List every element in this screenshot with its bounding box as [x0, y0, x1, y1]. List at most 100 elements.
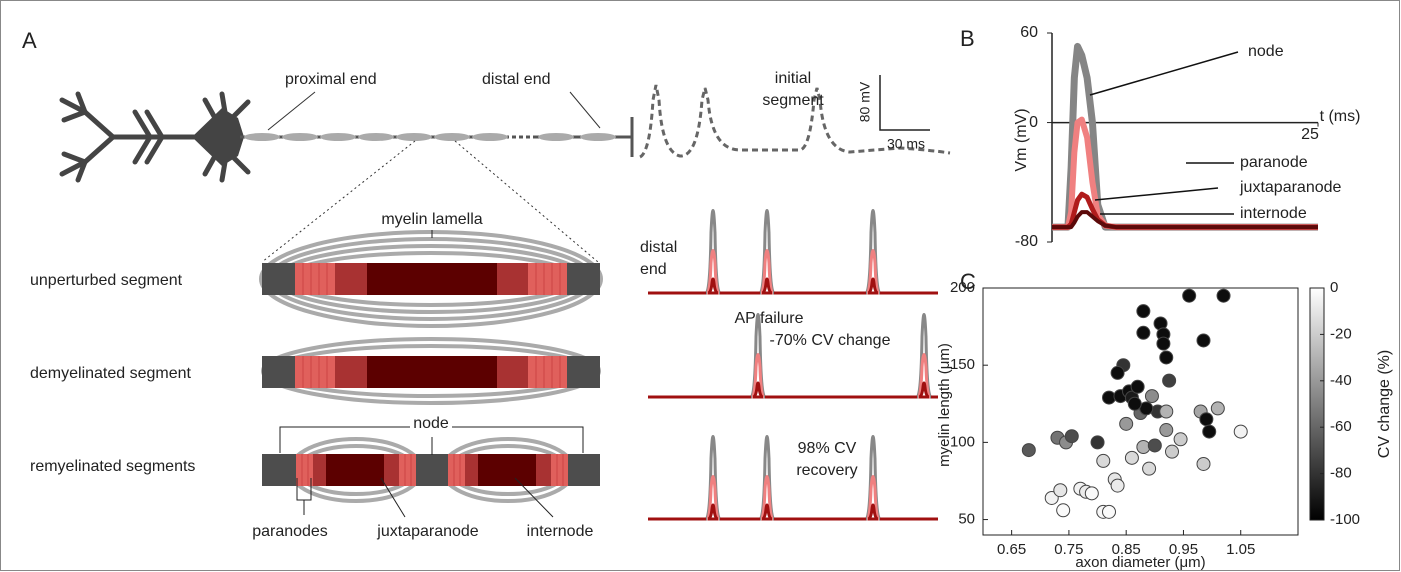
x-tick-label: 0.65 — [997, 541, 1026, 558]
y-axis-label: Vm (mV) — [1013, 108, 1030, 171]
segment — [261, 355, 601, 389]
point — [1084, 486, 1099, 501]
point — [1064, 429, 1079, 444]
colorbar-tick-label: -40 — [1330, 372, 1352, 389]
y-tick-label: 0 — [1029, 114, 1038, 131]
row-label: demyelinated segment — [30, 365, 192, 382]
point — [1159, 350, 1174, 365]
point — [1196, 333, 1211, 348]
point — [1136, 440, 1151, 455]
legend-leader — [1094, 187, 1219, 201]
plot-frame — [982, 287, 1299, 536]
label: distal end — [482, 71, 551, 88]
point — [1127, 396, 1142, 411]
colorbar-tick-label: -80 — [1330, 465, 1352, 482]
point — [1196, 456, 1211, 471]
label: 98% CV recovery — [796, 440, 858, 479]
point — [1110, 478, 1125, 493]
point — [1021, 443, 1036, 458]
series-line — [1052, 210, 1318, 230]
legend-leader — [1089, 51, 1239, 96]
legend-label: internode — [1240, 205, 1307, 222]
scale-label: 30 ms — [887, 136, 925, 152]
panel-label: A — [22, 28, 37, 53]
colorbar-tick-label: -100 — [1330, 511, 1360, 528]
y-tick-label: 200 — [950, 279, 975, 296]
point — [1090, 435, 1105, 450]
legend-label: paranode — [1240, 154, 1308, 171]
colorbar — [1309, 287, 1325, 521]
x-tick-label: 0.85 — [1112, 541, 1141, 558]
point — [1056, 503, 1071, 518]
point — [1210, 401, 1225, 416]
y-tick-label: -80 — [1015, 233, 1038, 250]
panel-label: B — [960, 26, 975, 51]
label: proximal end — [285, 71, 377, 88]
point — [1173, 432, 1188, 447]
point — [1102, 504, 1116, 519]
point — [1136, 304, 1151, 319]
point — [1202, 424, 1217, 439]
point — [1216, 288, 1231, 303]
point — [1124, 450, 1139, 465]
colorbar-label: CV change (%) — [1376, 350, 1393, 459]
point — [1147, 438, 1162, 453]
x-axis-label: t (ms) — [1320, 108, 1361, 125]
neuron — [59, 91, 251, 183]
segment — [261, 262, 601, 296]
row-label: remyelinated segments — [30, 458, 195, 475]
panel-label: C — [960, 269, 976, 294]
colorbar-tick-label: 0 — [1330, 279, 1338, 296]
point — [1159, 423, 1174, 438]
label: node — [413, 415, 449, 432]
x-axis-label: axon diameter (μm) — [1075, 554, 1205, 571]
label: juxtaparanode — [376, 523, 479, 540]
point — [1144, 389, 1159, 404]
colorbar-tick-label: -60 — [1330, 418, 1352, 435]
point — [1233, 424, 1248, 439]
legend-label: juxtaparanode — [1239, 179, 1342, 196]
label: myelin lamella — [381, 211, 482, 228]
point — [1110, 365, 1125, 380]
scale-label: 80 mV — [857, 81, 873, 122]
y-tick-label: 100 — [950, 433, 975, 450]
point — [1182, 288, 1197, 303]
y-axis-label: myelin length (μm) — [936, 343, 953, 467]
scale-bar — [879, 75, 930, 131]
y-tick-label: 150 — [950, 356, 975, 373]
point — [1142, 461, 1157, 476]
label: paranodes — [252, 523, 328, 540]
point — [1102, 390, 1116, 405]
point — [1119, 416, 1134, 431]
soma — [192, 108, 244, 166]
traces — [648, 209, 938, 521]
leaders — [279, 426, 584, 518]
y-tick-label: 50 — [958, 511, 975, 528]
label: AP failure — [734, 310, 803, 327]
point — [1096, 453, 1111, 468]
series-line — [1052, 42, 1318, 231]
segment — [262, 453, 600, 487]
x-tick-label: 0.95 — [1169, 541, 1198, 558]
y-tick-label: 60 — [1020, 24, 1038, 41]
point — [1136, 325, 1151, 340]
point — [1199, 412, 1214, 427]
label: initial segment — [762, 70, 824, 109]
point — [1165, 444, 1179, 459]
point — [1130, 379, 1145, 394]
label: distal end — [640, 239, 678, 278]
x-tick-label: 0.75 — [1054, 541, 1083, 558]
label: internode — [527, 523, 594, 540]
point — [1162, 373, 1177, 388]
x-tick-label: 25 — [1301, 126, 1319, 143]
initial-segment-trace — [639, 84, 951, 159]
row-label: unperturbed segment — [30, 272, 183, 289]
point — [1159, 404, 1174, 419]
axon — [240, 91, 634, 263]
point — [1156, 336, 1171, 351]
point — [1053, 483, 1068, 498]
x-tick-label: 1.05 — [1226, 541, 1255, 558]
